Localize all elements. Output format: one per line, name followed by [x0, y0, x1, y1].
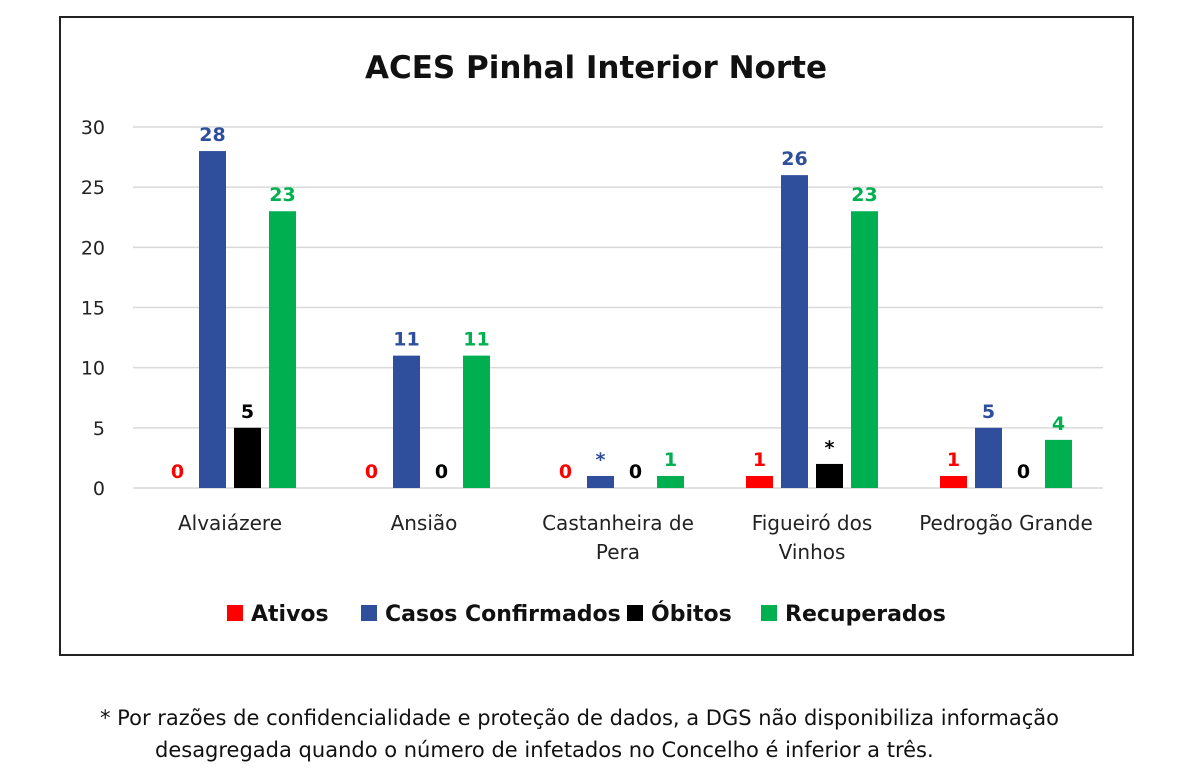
y-tick-label-10: 10 [81, 358, 105, 380]
data-label-0-3: 1 [753, 449, 766, 471]
data-label-3-4: 4 [1052, 413, 1065, 435]
x-tick-label-4-0: Pedrogão Grande [919, 511, 1093, 535]
x-tick-label-2-1: Pera [596, 540, 640, 564]
footnote-line-1: * Por razões de confidencialidade e prot… [100, 706, 1060, 730]
bar-3-1 [463, 355, 490, 488]
bar-1-3 [781, 175, 808, 488]
chart-title: ACES Pinhal Interior Norte [365, 50, 827, 86]
legend-label-2: Óbitos [651, 601, 732, 627]
data-label-0-0: 0 [171, 461, 184, 483]
data-label-1-4: 5 [982, 401, 995, 423]
data-label-0-2: 0 [559, 461, 572, 483]
footnote: * Por razões de confidencialidade e prot… [100, 702, 1180, 766]
y-tick-label-0: 0 [93, 478, 105, 500]
y-tick-label-30: 30 [81, 117, 105, 139]
data-label-1-1: 11 [393, 329, 419, 351]
bar-chart: ACES Pinhal Interior Norte05101520253002… [81, 50, 1103, 627]
bar-1-1 [393, 355, 420, 488]
bar-1-0 [199, 151, 226, 489]
y-tick-label-15: 15 [81, 298, 105, 320]
data-label-3-0: 23 [269, 184, 295, 206]
legend-swatch-0 [227, 605, 243, 621]
legend-swatch-2 [627, 605, 643, 621]
data-label-2-1: 0 [435, 461, 448, 483]
data-label-2-0: 5 [241, 401, 254, 423]
y-tick-label-25: 25 [81, 177, 105, 199]
bar-3-0 [269, 211, 296, 488]
legend-swatch-3 [761, 605, 777, 621]
bar-3-3 [851, 211, 878, 488]
bar-1-2 [587, 475, 614, 488]
data-label-3-3: 23 [851, 184, 877, 206]
legend-label-3: Recuperados [785, 602, 946, 627]
data-label-2-2: 0 [629, 461, 642, 483]
x-tick-label-1-0: Ansião [391, 511, 458, 535]
data-label-3-2: 1 [664, 449, 677, 471]
data-label-2-3: * [825, 437, 835, 459]
legend-label-1: Casos Confirmados [385, 602, 621, 627]
chart-frame: ACES Pinhal Interior Norte 0 5 10 15 20 25 30 0 2… [59, 16, 1134, 656]
legend-label-0: Ativos [251, 602, 329, 627]
bar-1-4 [975, 427, 1002, 488]
data-label-1-2: * [596, 449, 606, 471]
bar-0-3 [746, 475, 773, 488]
data-label-0-1: 0 [365, 461, 378, 483]
data-label-0-4: 1 [947, 449, 960, 471]
bar-3-2 [657, 475, 684, 488]
footnote-line-2: desagregada quando o número de infetados… [155, 738, 934, 762]
x-tick-label-3-1: Vinhos [779, 540, 846, 564]
bar-2-0 [234, 427, 261, 488]
data-label-1-0: 28 [199, 124, 225, 146]
y-tick-label-20: 20 [81, 237, 105, 259]
bar-3-4 [1045, 439, 1072, 488]
data-label-1-3: 26 [781, 148, 807, 170]
x-tick-label-2-0: Castanheira de [542, 511, 694, 535]
x-tick-label-0-0: Alvaiázere [178, 511, 282, 535]
y-tick-label-5: 5 [93, 418, 105, 440]
bar-2-3 [816, 463, 843, 488]
data-label-2-4: 0 [1017, 461, 1030, 483]
bar-0-4 [940, 475, 967, 488]
legend-swatch-1 [361, 605, 377, 621]
data-label-3-1: 11 [463, 329, 489, 351]
x-tick-label-3-0: Figueiró dos [752, 511, 873, 535]
